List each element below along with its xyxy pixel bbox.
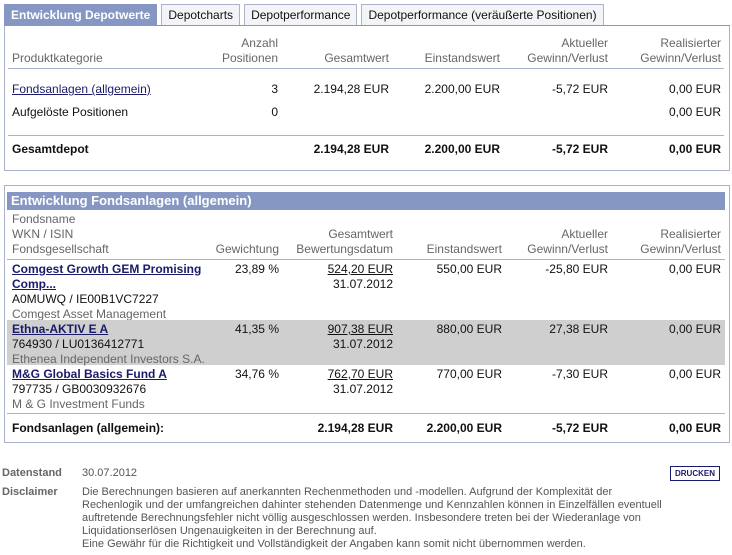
fund-name-link[interactable]: M&G Global Basics Fund A [12,367,167,381]
header-gain-line2: Gewinn/Verlust [527,242,608,256]
table-row-highlighted [7,320,725,365]
gain-value: -5,72 EUR [551,82,608,96]
header-gain-line2: Gewinn/Verlust [527,51,608,65]
fund-ids: 764930 / LU0136412771 [12,337,145,351]
divider [7,413,725,414]
header-count-line2: Positionen [221,51,278,65]
fund-name-link-continuation[interactable]: Comp... [12,277,56,291]
header-gain-line1: Aktueller [561,36,608,50]
header-cost: Einstandswert [426,242,502,256]
fund-gain: -7,30 EUR [551,367,608,381]
fund-company: M & G Investment Funds [12,397,145,411]
category-label-aufgeloeste: Aufgelöste Positionen [12,105,129,119]
fund-ids: 797735 / GB0030932676 [12,382,147,396]
tab-entwicklung-depotwerte[interactable]: Entwicklung Depotwerte [4,4,158,25]
header-valuation-date: Bewertungsdatum [296,242,393,256]
fund-valuation-date: 31.07.2012 [332,337,393,351]
fund-total-link[interactable]: 762,70 EUR [327,367,393,381]
tab-depotperformance-veraeusserte[interactable]: Depotperformance (veräußerte Positionen) [361,4,604,25]
fund-name-link[interactable]: Ethna-AKTIV E A [12,322,109,336]
divider [8,68,724,69]
total-row-cost: 2.200,00 EUR [424,142,500,156]
fund-realized: 0,00 EUR [668,262,721,276]
fund-company: Comgest Asset Management [12,307,167,321]
header-weight: Gewichtung [215,242,279,256]
tab-depotperformance[interactable]: Depotperformance [244,4,358,25]
header-company: Fondsgesellschaft [12,242,109,256]
category-link-fondsanlagen[interactable]: Fondsanlagen (allgemein) [12,82,151,96]
count-value: 3 [271,82,278,96]
funds-total-gain: -5,72 EUR [551,421,608,435]
fund-weight: 41,35 % [234,322,279,336]
date-label: Datenstand [2,467,62,479]
fund-realized: 0,00 EUR [668,367,721,381]
disclaimer-line: auftretende Berechnungsfehler nicht völl… [82,512,641,524]
header-realized-line2: Gewinn/Verlust [640,242,721,256]
tab-underline [4,25,730,26]
fund-total-link[interactable]: 524,20 EUR [327,262,393,276]
total-row-total: 2.194,28 EUR [313,142,389,156]
disclaimer-label: Disclaimer [2,486,58,498]
fund-valuation-date: 31.07.2012 [332,382,393,396]
total-row-label: Gesamtdepot [12,142,89,156]
tab-bar: Entwicklung Depotwerte Depotcharts Depot… [4,4,608,26]
disclaimer-line: Liquidationserlösen Ungenauigkeiten in d… [82,525,377,537]
header-wkn-isin: WKN / ISIN [12,227,74,241]
funds-panel: Entwicklung Fondsanlagen (allgemein) Fon… [4,185,730,443]
header-gain-line1: Aktueller [561,227,608,241]
divider [8,135,724,136]
disclaimer-line: Die Berechnungen basieren auf anerkannte… [82,486,613,498]
count-value: 0 [271,105,278,119]
header-category: Produktkategorie [12,51,103,65]
total-row-realized: 0,00 EUR [668,142,721,156]
fund-valuation-date: 31.07.2012 [332,277,393,291]
total-row-gain: -5,72 EUR [551,142,608,156]
disclaimer-line: Eine Gewähr für die Richtigkeit und Voll… [82,538,586,550]
header-realized-line2: Gewinn/Verlust [640,51,721,65]
header-realized-line1: Realisierter [660,36,721,50]
overview-panel: Produktkategorie Anzahl Positionen Gesam… [4,26,730,171]
fund-realized: 0,00 EUR [668,322,721,336]
tab-depotcharts[interactable]: Depotcharts [161,4,241,25]
fund-gain: -25,80 EUR [545,262,608,276]
realized-value: 0,00 EUR [668,82,721,96]
total-value: 2.194,28 EUR [313,82,389,96]
disclaimer-line: Rechenlogik und der umfangreichen dahint… [82,499,662,511]
funds-total-total: 2.194,28 EUR [317,421,393,435]
fund-ids: A0MUWQ / IE00B1VC7227 [12,292,159,306]
realized-value: 0,00 EUR [668,105,721,119]
fund-total-link[interactable]: 907,38 EUR [327,322,393,336]
header-total: Gesamtwert [328,227,393,241]
fund-cost: 880,00 EUR [436,322,502,336]
table-row [7,260,725,320]
fund-cost: 550,00 EUR [436,262,502,276]
fund-weight: 34,76 % [234,367,279,381]
print-button[interactable]: DRUCKEN [670,466,720,481]
fund-cost: 770,00 EUR [436,367,502,381]
fund-weight: 23,89 % [234,262,279,276]
header-fund-name: Fondsname [12,212,76,226]
fund-company: Ethenea Independent Investors S.A. [12,352,205,366]
header-realized-line1: Realisierter [660,227,721,241]
header-total: Gesamtwert [324,51,389,65]
header-count-line1: Anzahl [241,36,278,50]
fund-gain: 27,38 EUR [549,322,608,336]
funds-total-label: Fondsanlagen (allgemein): [12,421,165,435]
header-cost: Einstandswert [424,51,500,65]
fund-name-link[interactable]: Comgest Growth GEM Promising [12,262,202,276]
date-value: 30.07.2012 [82,467,138,479]
funds-panel-title: Entwicklung Fondsanlagen (allgemein) [7,192,725,210]
cost-value: 2.200,00 EUR [424,82,500,96]
funds-total-cost: 2.200,00 EUR [426,421,502,435]
divider [7,259,725,260]
funds-total-realized: 0,00 EUR [668,421,721,435]
